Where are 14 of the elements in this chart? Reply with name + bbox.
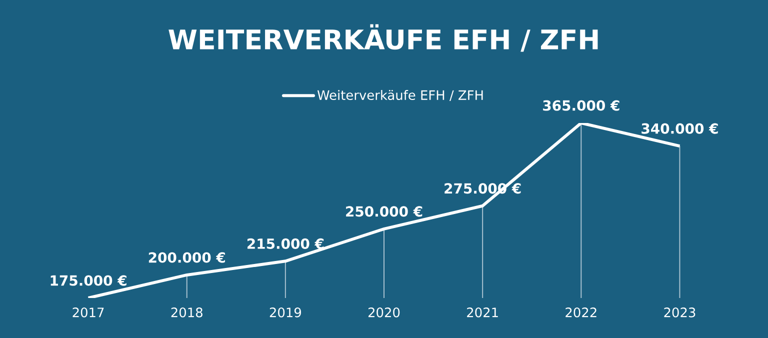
- legend-label: Weiterverkäufe EFH / ZFH: [317, 90, 483, 102]
- data-label: 250.000 €: [346, 206, 422, 217]
- data-label: 340.000 €: [642, 123, 718, 134]
- chart-title: WEITERVERKÄUFE EFH / ZFH: [168, 24, 598, 52]
- x-tick-label: 2018: [171, 308, 202, 318]
- x-tick-label: 2021: [467, 308, 498, 318]
- data-label: 200.000 €: [148, 252, 225, 263]
- x-tick-label: 2023: [664, 308, 696, 318]
- x-tick-label: 2022: [566, 308, 596, 318]
- data-label: 365.000 €: [543, 100, 620, 111]
- data-label: 175.000 €: [50, 275, 126, 286]
- x-tick-label: 2020: [368, 308, 400, 318]
- x-tick-label: 2019: [270, 308, 301, 318]
- x-tick-label: 2017: [72, 308, 104, 318]
